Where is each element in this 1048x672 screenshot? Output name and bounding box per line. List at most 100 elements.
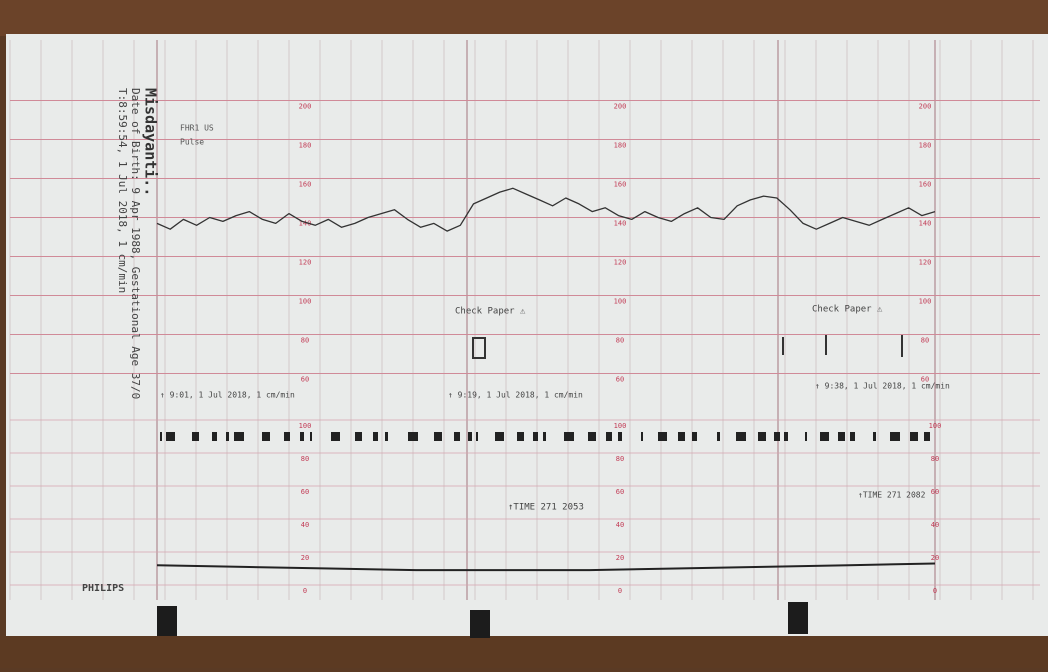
movement-mark [588,432,596,441]
y-tick-label: 140 [614,220,627,228]
frame-bottom [0,636,1048,668]
y-tick-label: 160 [614,181,627,189]
movement-mark [331,432,340,441]
movement-mark [517,432,524,441]
y-tick-label: 100 [299,298,312,306]
time-mark: ↑ 9:38, 1 Jul 2018, 1 cm/min [815,382,950,391]
y-tick-label: 120 [299,259,312,267]
movement-mark [873,432,876,441]
sprocket-mark [788,602,808,634]
patient-line: Date of Birth: 9 Apr 1988, Gestational A… [129,88,142,399]
y-tick-label: 20 [301,554,309,562]
movement-mark [192,432,199,441]
y-tick-label: 200 [919,103,932,111]
movement-mark [736,432,746,441]
y-tick-label: 0 [933,587,937,595]
movement-mark [284,432,290,441]
time-mark: ↑ 9:19, 1 Jul 2018, 1 cm/min [448,391,583,400]
frame-top [0,0,1048,36]
y-tick-label: 200 [614,103,627,111]
y-tick-label: 80 [301,455,309,463]
marker [472,337,486,359]
time-label: ↑TIME 271 2053 [508,503,584,513]
y-tick-label: 200 [299,103,312,111]
movement-mark [476,432,478,441]
y-tick-label: 20 [616,554,624,562]
movement-mark [543,432,546,441]
fhr-trace [156,187,936,232]
movement-mark [618,432,622,441]
y-tick-label: 100 [919,298,932,306]
movement-mark [262,432,270,441]
y-tick-label: 180 [919,142,932,150]
annotation: Check Paper ⚠ [812,305,883,315]
movement-mark [300,432,304,441]
patient-line: T:8:59:54, 1 Jul 2018, 1 cm/min [116,88,129,293]
grid [9,40,1040,600]
movement-mark [658,432,667,441]
y-tick-label: 80 [301,337,309,345]
y-tick-label: 60 [921,376,929,384]
movement-mark [678,432,685,441]
y-tick-label: 20 [931,554,939,562]
y-tick-label: 140 [919,220,932,228]
movement-mark [838,432,845,441]
movement-mark [408,432,418,441]
movement-mark [226,432,229,441]
y-tick-label: 80 [616,455,624,463]
sprocket-mark [470,610,490,638]
time-label: ↑TIME 271 2082 [858,491,926,500]
y-tick-label: 160 [299,181,312,189]
legend-entry: FHR1 US [180,124,214,133]
movement-mark [850,432,855,441]
y-tick-label: 100 [614,298,627,306]
toco-trace [156,562,936,572]
y-tick-label: 60 [616,488,624,496]
movement-mark [692,432,697,441]
movement-mark [758,432,766,441]
paper [6,34,1048,640]
movement-mark [641,432,643,441]
y-tick-label: 60 [301,376,309,384]
y-tick-label: 120 [919,259,932,267]
movement-mark [212,432,217,441]
movement-mark [385,432,388,441]
y-tick-label: 160 [919,181,932,189]
y-tick-label: 80 [616,337,624,345]
y-tick-label: 180 [299,142,312,150]
y-tick-label: 40 [616,521,624,529]
movement-mark [495,432,504,441]
legend-entry: Pulse [180,138,204,147]
y-tick-label: 0 [618,587,622,595]
patient-name: Misdayanti.. [142,88,160,196]
movement-mark [910,432,918,441]
movement-mark [166,432,175,441]
y-tick-label: 40 [301,521,309,529]
annotation: Check Paper ⚠ [455,307,526,317]
movement-mark [373,432,378,441]
y-tick-label: 100 [614,422,627,430]
y-tick-label: 0 [303,587,307,595]
movement-mark [533,432,538,441]
movement-mark [924,432,930,441]
y-tick-label: 80 [931,455,939,463]
movement-mark [606,432,612,441]
patient-info: Misdayanti.. Date of Birth: 9 Apr 1988, … [116,88,160,399]
y-tick-label: 120 [614,259,627,267]
y-tick-label: 180 [614,142,627,150]
movement-mark [890,432,900,441]
sprocket-mark [157,606,177,636]
movement-mark [310,432,312,441]
movement-mark [234,432,244,441]
movement-mark [805,432,807,441]
y-tick-label: 100 [929,422,942,430]
movement-mark [564,432,574,441]
y-tick-label: 60 [301,488,309,496]
brand: PHILIPS [82,583,124,594]
y-tick-label: 60 [931,488,939,496]
movement-mark [454,432,460,441]
movement-mark [820,432,829,441]
movement-mark [434,432,442,441]
